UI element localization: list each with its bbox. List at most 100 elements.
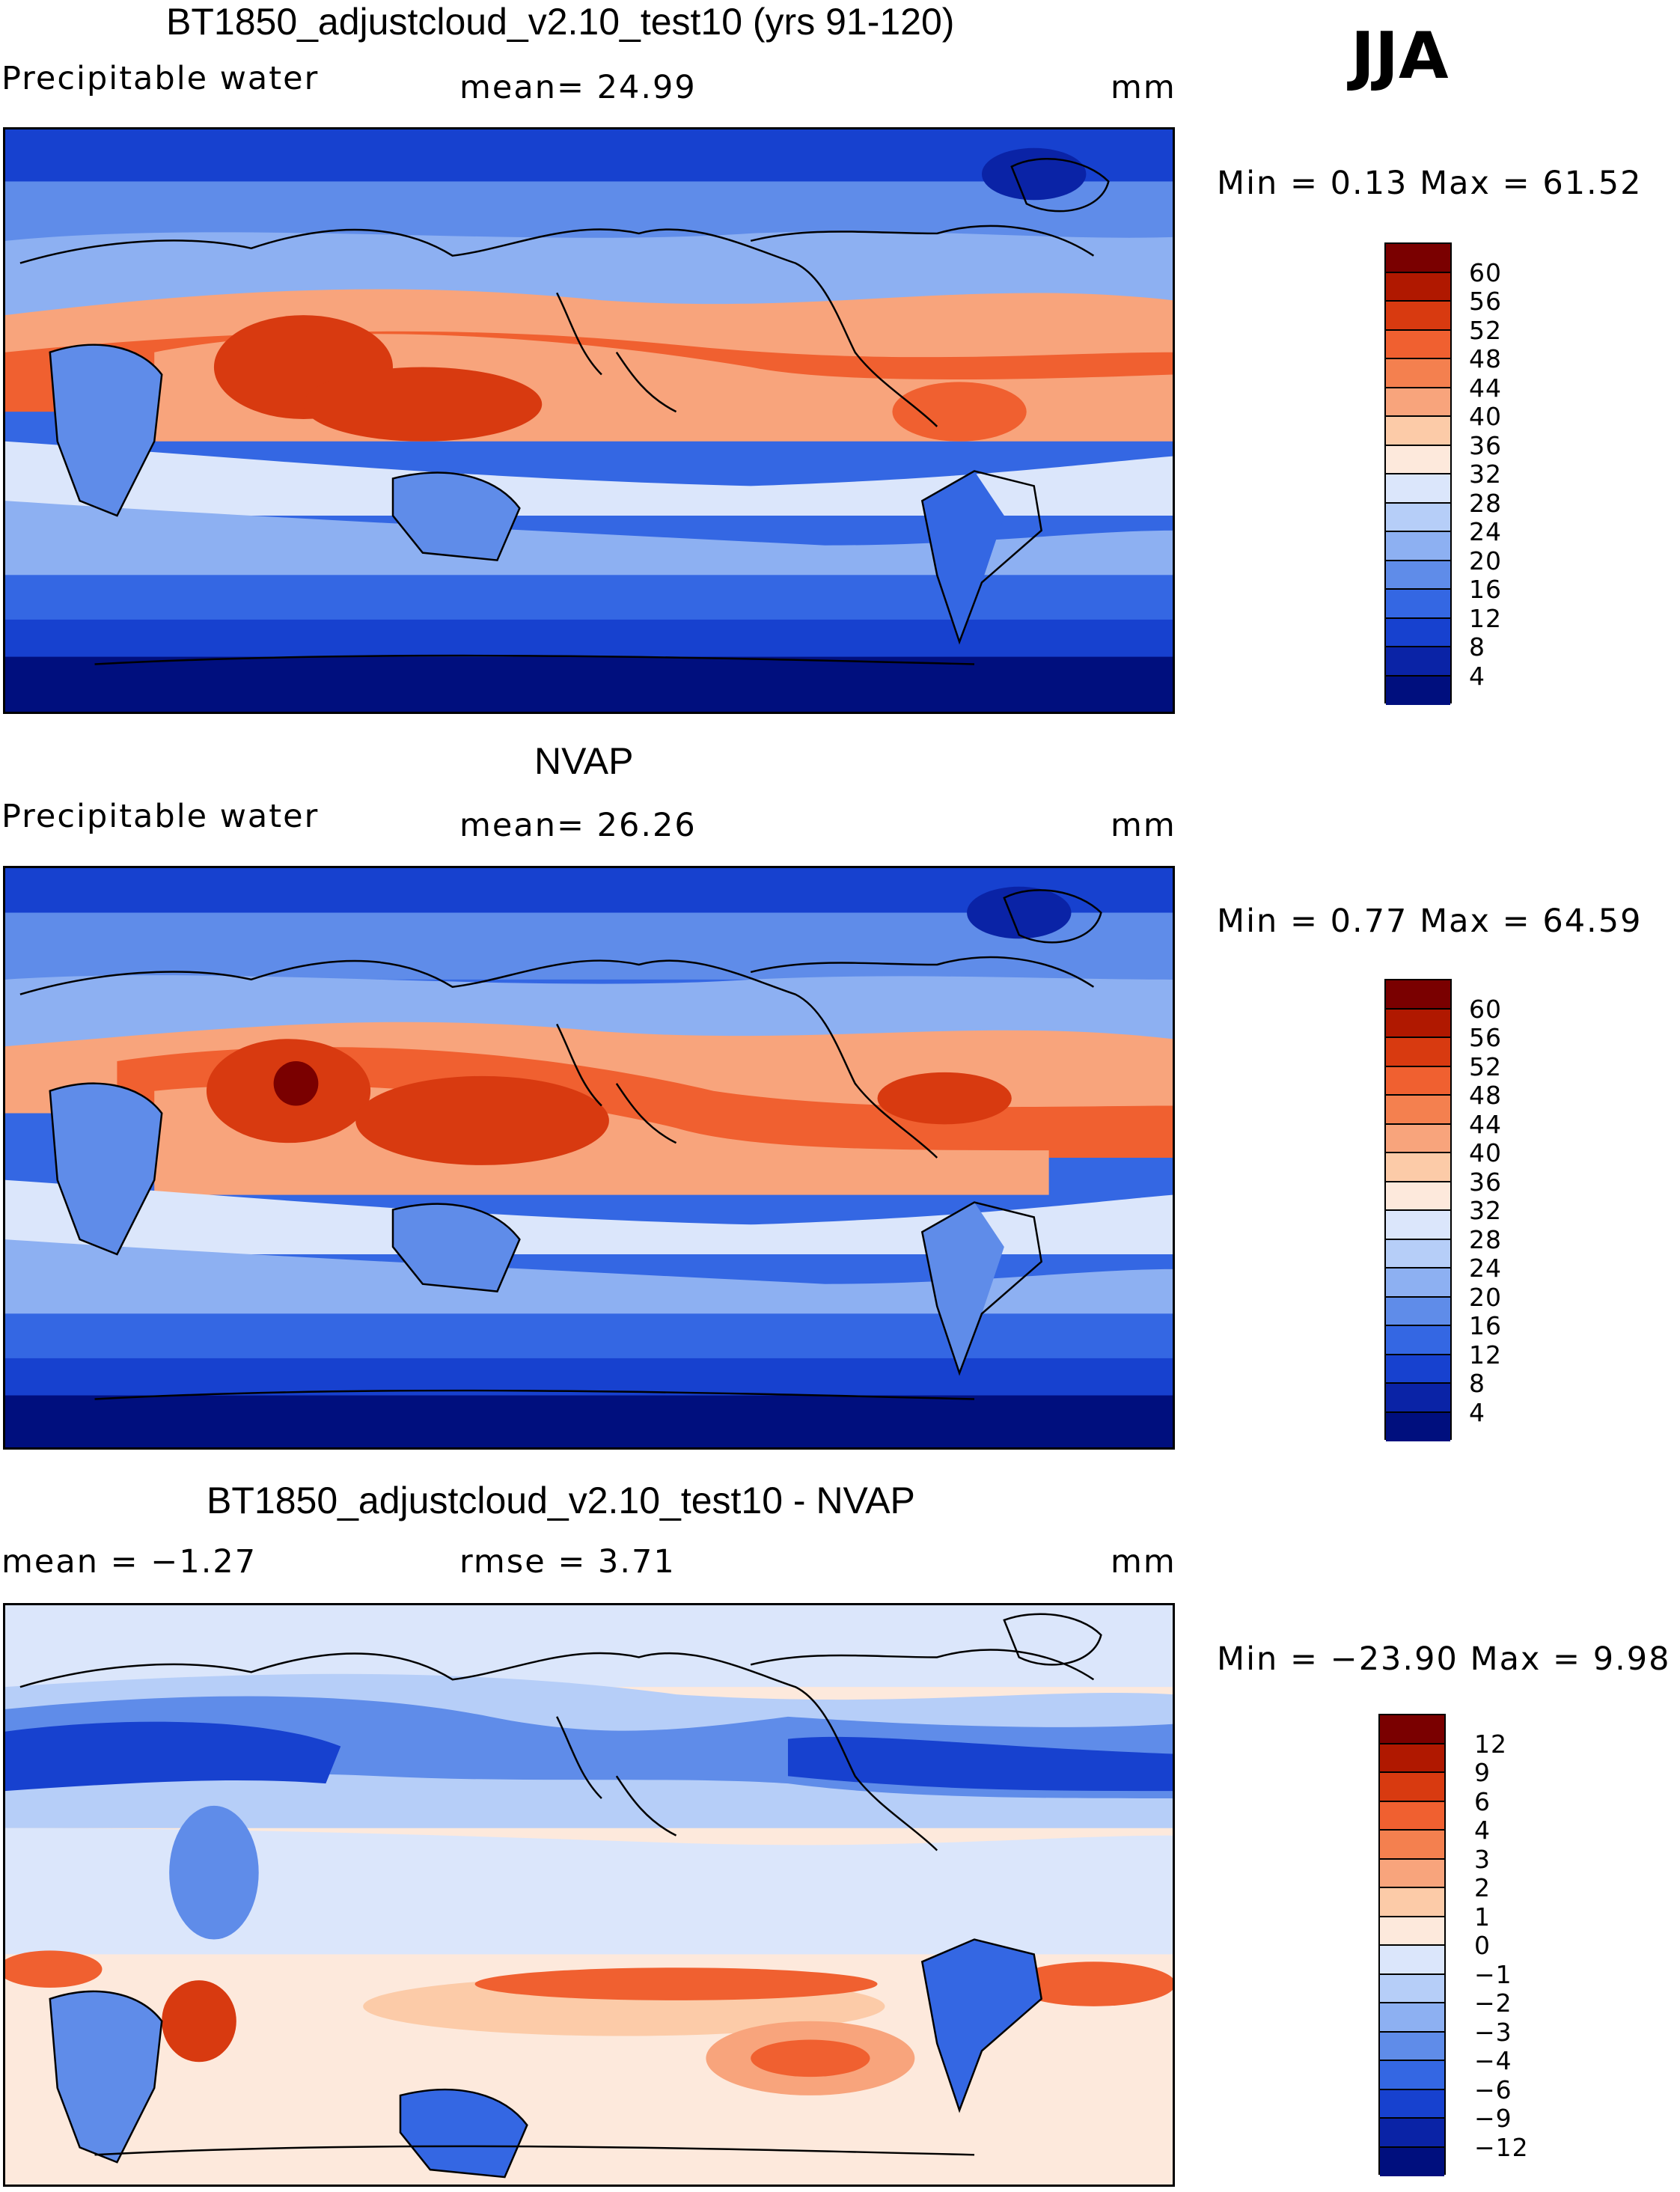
colorbar-tick-label: 48	[1469, 1081, 1502, 1110]
colorbar-cell	[1386, 676, 1450, 705]
colorbar-cell	[1386, 302, 1450, 331]
colorbar-cell	[1380, 1744, 1444, 1773]
colorbar-cell	[1386, 503, 1450, 532]
colorbar-cell	[1380, 2003, 1444, 2033]
colorbar-tick-label: 3	[1474, 1844, 1491, 1874]
colorbar-cell	[1386, 359, 1450, 388]
colorbar-tick-label: 28	[1469, 488, 1502, 518]
colorbar-tick-label: 8	[1469, 1369, 1485, 1398]
colorbar-cell	[1380, 2061, 1444, 2090]
colorbar-tick-label: 1	[1474, 1902, 1491, 1932]
colorbar-cell	[1386, 272, 1450, 302]
colorbar-tick-label: 12	[1469, 603, 1502, 633]
colorbar-cell	[1386, 980, 1450, 1010]
colorbar-tick-label: 56	[1469, 287, 1502, 316]
colorbar-cell	[1380, 1715, 1444, 1744]
panel-3-units: mm	[1111, 1543, 1176, 1581]
colorbar-cell	[1386, 1269, 1450, 1298]
colorbar-tick-label: 60	[1469, 257, 1502, 287]
colorbar-tick-label: 9	[1474, 1758, 1491, 1787]
panel-1-units: mm	[1111, 69, 1176, 106]
colorbar-tick-label: 40	[1469, 402, 1502, 431]
colorbar-tick-label: −4	[1474, 2046, 1512, 2075]
colorbar-cell	[1380, 1946, 1444, 1975]
colorbar-cell	[1386, 1182, 1450, 1211]
colorbar-cell	[1386, 1412, 1450, 1441]
colorbar-cell	[1380, 1859, 1444, 1888]
colorbar-cell	[1386, 1009, 1450, 1038]
panel-3-rmse-label: rmse = 3.71	[459, 1543, 676, 1581]
colorbar-tick-label: 4	[1469, 1397, 1485, 1427]
colorbar-tick-label: 16	[1469, 1311, 1502, 1340]
panel-2-variable-label: Precipitable water	[1, 798, 320, 835]
panel-1-minmax: Min = 0.13 Max = 61.52	[1217, 165, 1643, 202]
colorbar-cell	[1386, 244, 1450, 273]
colorbar-tick-label: 4	[1469, 661, 1485, 691]
colorbar-cell	[1386, 532, 1450, 561]
colorbar-tick-label: 24	[1469, 1254, 1502, 1283]
colorbar-cell	[1386, 330, 1450, 359]
colorbar-tick-label: 4	[1474, 1816, 1491, 1845]
colorbar-cell	[1380, 1888, 1444, 1917]
colorbar-tick-label: −9	[1474, 2104, 1512, 2133]
colorbar-tick-label: −1	[1474, 1959, 1512, 1989]
colorbar-cell	[1380, 2147, 1444, 2176]
colorbar-tick-label: 6	[1474, 1786, 1491, 1816]
colorbar-tick-label: 2	[1474, 1873, 1491, 1902]
colorbar-cell	[1386, 445, 1450, 474]
colorbar-tick-label: 24	[1469, 517, 1502, 546]
colorbar-cell	[1386, 474, 1450, 504]
colorbar-cell	[1386, 1211, 1450, 1240]
colorbar-tick-label: 40	[1469, 1138, 1502, 1167]
colorbar-tick-label: 52	[1469, 315, 1502, 345]
colorbar-cell	[1386, 561, 1450, 590]
colorbar-tick-label: 20	[1469, 1282, 1502, 1312]
colorbar-tick-label: −6	[1474, 2075, 1512, 2104]
colorbar-cell	[1386, 1297, 1450, 1326]
colorbar-cell	[1386, 1066, 1450, 1096]
colorbar-tick-label: −3	[1474, 2017, 1512, 2047]
colorbar-tick-label: 56	[1469, 1023, 1502, 1052]
colorbar-cell	[1386, 618, 1450, 647]
colorbar-cell	[1380, 2089, 1444, 2119]
colorbar-tick-label: 32	[1469, 460, 1502, 489]
panel-1-mean-label: mean= 24.99	[459, 69, 697, 106]
colorbar-tick-label: 44	[1469, 1109, 1502, 1139]
panel-2-mean-label: mean= 26.26	[459, 807, 697, 844]
colorbar-tick-label: 44	[1469, 373, 1502, 403]
colorbar-cell	[1386, 1153, 1450, 1182]
colorbar-tick-label: 16	[1469, 575, 1502, 604]
colorbar-tick-label: 20	[1469, 546, 1502, 576]
panel-2-map	[3, 866, 1175, 1450]
colorbar-cell	[1386, 1239, 1450, 1269]
colorbar-cell	[1380, 1974, 1444, 2003]
panel-3-title: BT1850_adjustcloud_v2.10_test10 - NVAP	[207, 1480, 915, 1521]
colorbar-tick-label: 12	[1474, 1729, 1507, 1759]
colorbar-cell	[1386, 1124, 1450, 1153]
colorbar-cell	[1386, 1326, 1450, 1355]
colorbar-tick-label: 0	[1474, 1931, 1491, 1960]
colorbar-cell	[1380, 2119, 1444, 2148]
panel-2-title: NVAP	[534, 740, 634, 782]
colorbar-cell	[1386, 1355, 1450, 1384]
colorbar-tick-label: 28	[1469, 1224, 1502, 1254]
colorbar-cell	[1386, 1096, 1450, 1125]
colorbar-tick-label: 32	[1469, 1196, 1502, 1225]
colorbar-tick-label: 36	[1469, 1167, 1502, 1197]
colorbar-cell	[1380, 1917, 1444, 1946]
colorbar-cell	[1380, 1831, 1444, 1860]
colorbar-cell	[1386, 388, 1450, 417]
panel-2-minmax: Min = 0.77 Max = 64.59	[1217, 903, 1643, 940]
colorbar-tick-label: 52	[1469, 1051, 1502, 1081]
colorbar-tick-label: 60	[1469, 994, 1502, 1024]
panel-1-map	[3, 127, 1175, 714]
colorbar-tick-label: 12	[1469, 1340, 1502, 1370]
panel-3-minmax: Min = −23.90 Max = 9.98	[1217, 1640, 1671, 1678]
colorbar-tick-label: −2	[1474, 1988, 1512, 2018]
colorbar-tick-label: 8	[1469, 632, 1485, 662]
panel-1-colorbar	[1384, 242, 1452, 705]
panel-2-colorbar	[1384, 979, 1452, 1441]
colorbar-cell	[1386, 590, 1450, 619]
colorbar-cell	[1380, 1773, 1444, 1802]
colorbar-tick-label: 48	[1469, 344, 1502, 373]
